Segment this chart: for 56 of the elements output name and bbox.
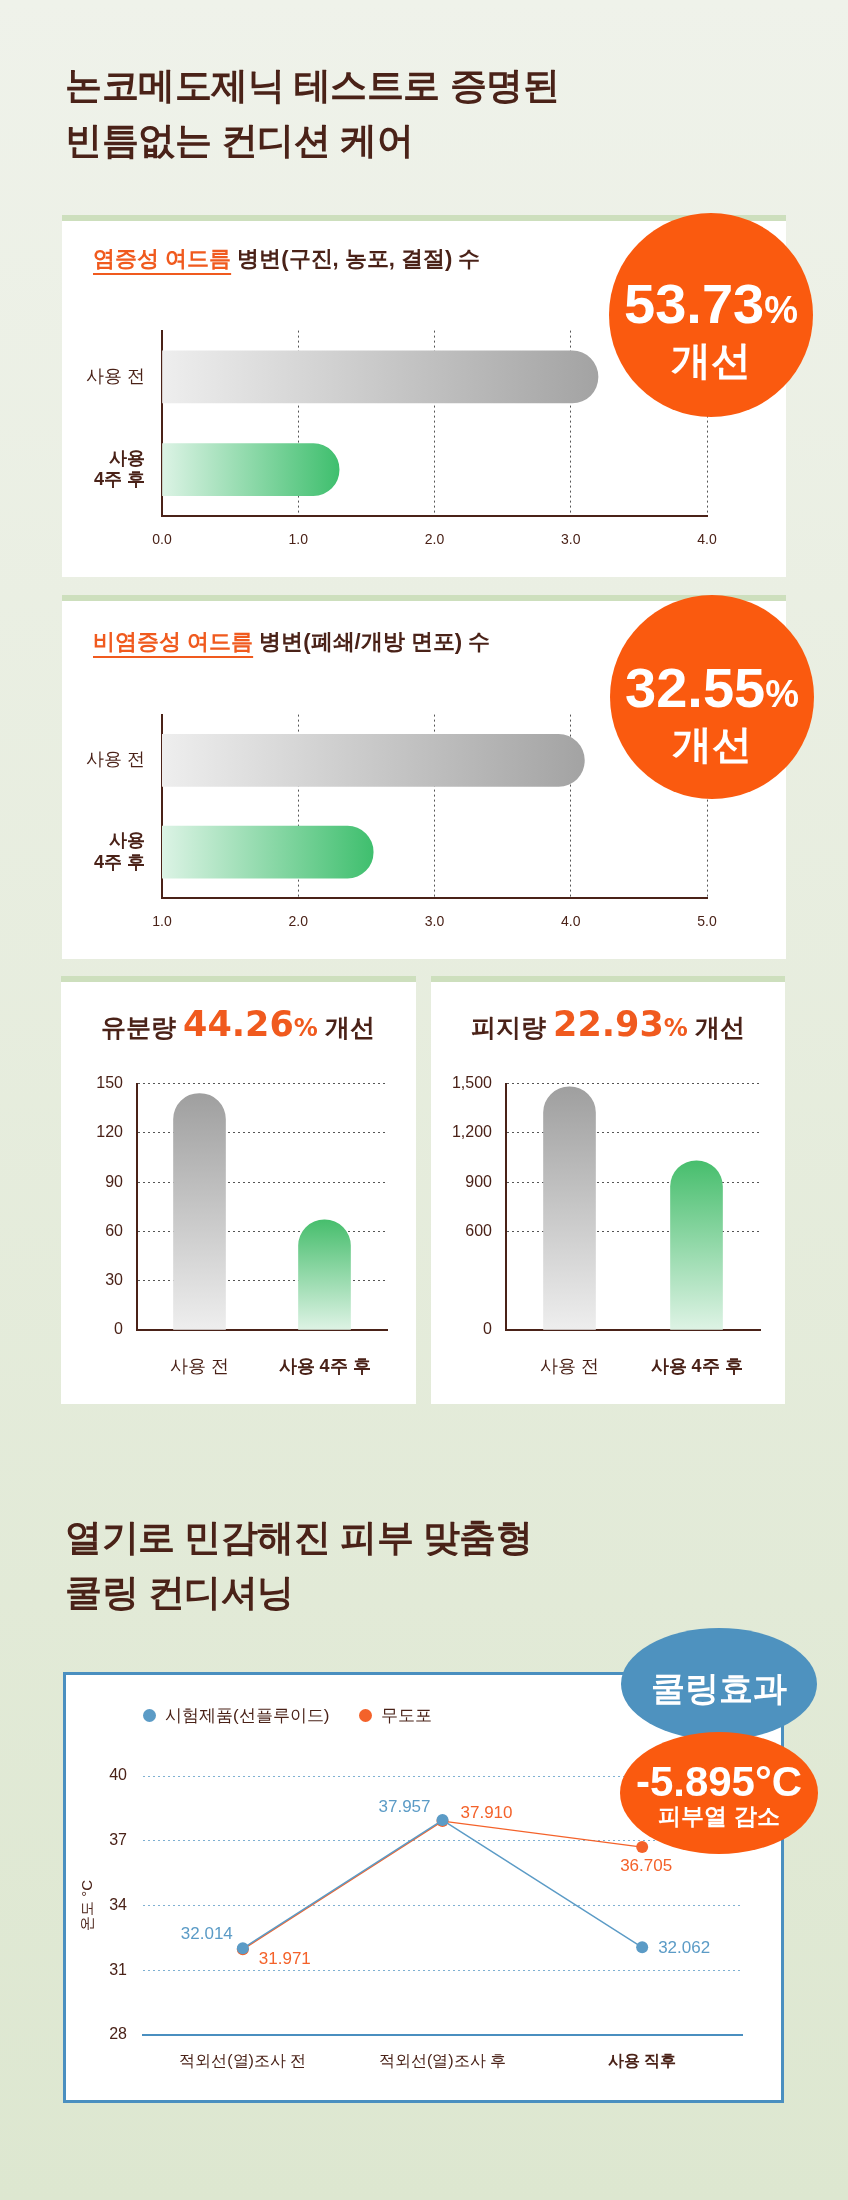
x-tick-label: 사용 4주 후 (278, 1355, 371, 1376)
y-tick-label: 1,500 (451, 1074, 493, 1092)
y-tick-label: 90 (105, 1172, 124, 1190)
y-tick-label: 0 (114, 1320, 124, 1338)
data-label: 31.971 (258, 1948, 311, 1968)
y-tick-label: 0 (483, 1320, 493, 1338)
x-tick-label: 적외선(열)조사 후 (378, 2052, 507, 2070)
chart-title: 열기로 민감해진 피부 맞춤형 쿨링 컨디셔닝 (65, 1516, 534, 1615)
x-tick-label: 사용 직후 (607, 2052, 677, 2070)
y-tick-label: 120 (96, 1123, 124, 1141)
y-tick-label: 사용 전 (85, 749, 145, 770)
x-tick-label: 2.0 (424, 531, 445, 548)
x-tick-label: 2.0 (288, 913, 309, 930)
y-tick-label: 600 (465, 1221, 493, 1239)
y-tick-label: 900 (465, 1172, 493, 1190)
x-tick-label: 1.0 (288, 531, 309, 548)
y-tick-label: 1,200 (451, 1123, 493, 1141)
x-tick-label: 적외선(열)조사 전 (179, 2052, 307, 2070)
text: 쿨링효과 (651, 1668, 787, 1708)
x-tick-label: 사용 전 (169, 1355, 230, 1376)
y-tick-label: 사용 4주 후 (93, 447, 145, 490)
y-tick-label: 150 (96, 1074, 124, 1092)
x-tick-label: 0.0 (152, 531, 172, 548)
data-label: 37.910 (460, 1802, 513, 1822)
chart-subtitle: 염증성 여드름 병변(구진, 농포, 결절) 수 (93, 245, 481, 273)
x-tick-label: 4.0 (697, 531, 717, 548)
y-tick-label: 사용 4주 후 (93, 830, 145, 872)
x-tick-label: 5.0 (697, 913, 717, 930)
y-tick-label: 31 (109, 1960, 128, 1978)
x-tick-label: 사용 전 (539, 1355, 600, 1376)
legend-label: 무도포 (381, 1705, 433, 1727)
annotation: 53.73% 개선 (624, 272, 798, 383)
legend-label: 시험제품(선플루이드) (165, 1705, 330, 1727)
y-tick-label: 60 (105, 1221, 124, 1239)
y-tick-label: 37 (109, 1831, 128, 1849)
chart-title: 피지량 22.93% 개선 (471, 1003, 745, 1046)
x-tick-label: 사용 4주 후 (650, 1355, 743, 1376)
annotation: 32.55% 개선 (625, 656, 799, 767)
y-tick-label: 34 (109, 1895, 128, 1913)
y-tick-label: 30 (105, 1271, 124, 1289)
x-tick-label: 3.0 (424, 913, 445, 930)
y-tick-label: 사용 전 (85, 365, 145, 386)
annotation: -5.895°C 피부열 감소 (635, 1758, 803, 1830)
chart-title: 비염증성 여드름 병변(폐쇄/개방 면포) 수 (93, 628, 491, 656)
data-label: 37.957 (378, 1796, 431, 1816)
chart-title: 논코메도제닉 테스트로 증명된 빈틈없는 컨디션 케어 (65, 64, 561, 163)
y-tick-label: 28 (109, 2025, 128, 2043)
data-label: 32.014 (180, 1924, 233, 1944)
data-label: 32.062 (658, 1938, 711, 1958)
x-tick-label: 3.0 (561, 531, 581, 548)
x-tick-label: 1.0 (152, 913, 172, 930)
x-tick-label: 4.0 (561, 913, 581, 930)
chart-title: 유분량 44.26% 개선 (101, 1003, 375, 1046)
y-axis-title: 온도 °C (78, 1879, 96, 1931)
data-label: 36.705 (620, 1855, 673, 1875)
y-tick-label: 40 (109, 1766, 128, 1784)
